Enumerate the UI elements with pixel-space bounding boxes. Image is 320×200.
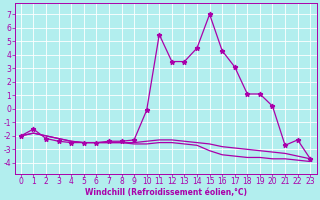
X-axis label: Windchill (Refroidissement éolien,°C): Windchill (Refroidissement éolien,°C) xyxy=(84,188,246,197)
